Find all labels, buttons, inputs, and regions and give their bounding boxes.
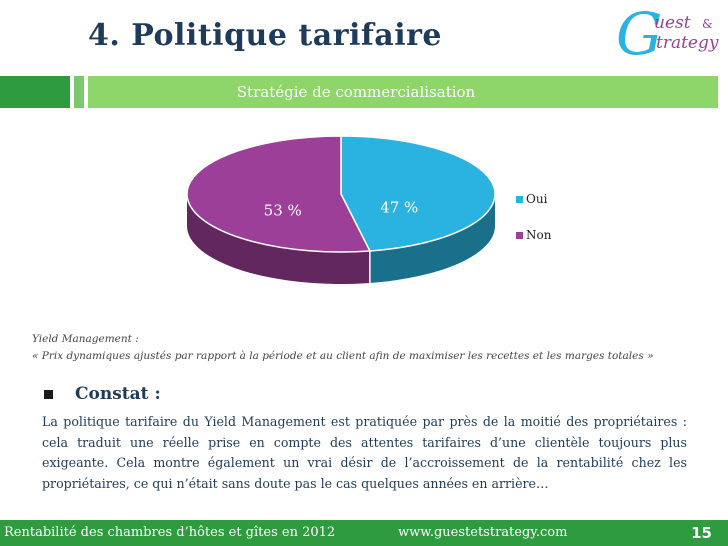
pie-slice-non	[186, 135, 372, 253]
constat-heading: Constat :	[44, 384, 161, 404]
band-main	[88, 76, 718, 108]
legend-item-non: Non	[516, 226, 551, 244]
footer-title: Rentabilité des chambres d’hôtes et gîte…	[4, 525, 336, 540]
guest-strategy-logo: G uest & trategy	[616, 4, 719, 68]
legend-item-oui: Oui	[516, 190, 551, 208]
band-accent-dark	[0, 76, 70, 108]
subtitle-band: Stratégie de commercialisation	[0, 76, 728, 108]
note-line-1: Yield Management :	[32, 333, 139, 345]
yield-management-note: Yield Management : « Prix dynamiques aju…	[32, 331, 654, 365]
page-number: 15	[691, 524, 712, 542]
footer-website-link[interactable]: www.guestetstrategy.com	[398, 525, 568, 540]
logo-word1: uest	[654, 13, 691, 33]
note-line-2: « Prix dynamiques ajustés par rapport à …	[32, 350, 654, 362]
band-accent-light	[74, 76, 84, 108]
legend-label-oui: Oui	[526, 192, 548, 206]
constat-body: La politique tarifaire du Yield Manageme…	[42, 414, 687, 491]
footer-bar: Rentabilité des chambres d’hôtes et gîte…	[0, 520, 728, 546]
slide-title: 4. Politique tarifaire	[88, 18, 443, 53]
pie-side-oui	[369, 194, 495, 283]
pie-side-non	[187, 194, 370, 284]
chart-legend: Oui Non	[516, 190, 551, 262]
chart-subtitle: Stratégie de commercialisation	[236, 83, 476, 101]
logo-amp: &	[702, 17, 713, 31]
legend-swatch-oui	[516, 195, 523, 203]
pie-label-non: 53 %	[264, 202, 302, 220]
logo-word2: trategy	[656, 33, 719, 53]
legend-label-non: Non	[526, 228, 552, 242]
constat-title: Constat :	[75, 384, 161, 404]
legend-swatch-non	[516, 231, 523, 239]
square-bullet-icon	[44, 389, 53, 399]
pie-chart: 47 % 53 %	[186, 135, 496, 284]
pie-label-oui: 47 %	[380, 198, 418, 216]
pie-slice-oui	[340, 135, 496, 252]
logo-letter: G	[616, 4, 662, 68]
